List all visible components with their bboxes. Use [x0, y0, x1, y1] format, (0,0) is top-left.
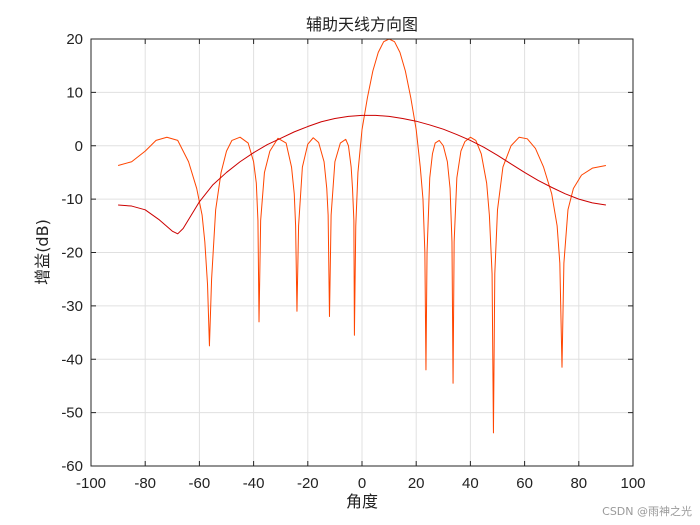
x-tick-label: -40: [243, 475, 265, 492]
y-tick-label: -50: [61, 405, 83, 422]
y-tick-label: 0: [75, 138, 83, 155]
series-line-1: [117, 38, 606, 434]
x-tick-label: -100: [76, 475, 106, 492]
chart-title: 辅助天线方向图: [306, 15, 418, 34]
ticks: -100 -80 -60 -40 -20 0 20 40 60 80 100-60-50-40-30…: [61, 31, 645, 492]
x-tick-label: 0: [358, 475, 366, 492]
y-tick-label: -40: [61, 351, 83, 368]
x-tick-label: 60: [516, 475, 533, 492]
x-tick-label: 80: [570, 475, 587, 492]
y-tick-label: 10: [66, 84, 83, 101]
y-tick-label: 20: [66, 31, 83, 48]
x-tick-label: 20: [408, 475, 425, 492]
x-tick-label: 100: [620, 475, 645, 492]
y-tick-label: -60: [61, 458, 83, 475]
grid: [90, 38, 634, 467]
series-layer: [117, 38, 606, 434]
x-tick-label: 40: [462, 475, 479, 492]
y-axis-label: 增益(dB): [33, 219, 52, 285]
y-tick-label: -30: [61, 298, 83, 315]
x-tick-label: -20: [297, 475, 319, 492]
x-tick-label: -60: [189, 475, 211, 492]
x-axis-label: 角度: [346, 492, 378, 511]
watermark: CSDN @雨神之光: [602, 505, 692, 518]
y-tick-label: -20: [61, 245, 83, 262]
series-line-2: [118, 114, 606, 235]
y-tick-label: -10: [61, 191, 83, 208]
x-tick-label: -80: [134, 475, 156, 492]
